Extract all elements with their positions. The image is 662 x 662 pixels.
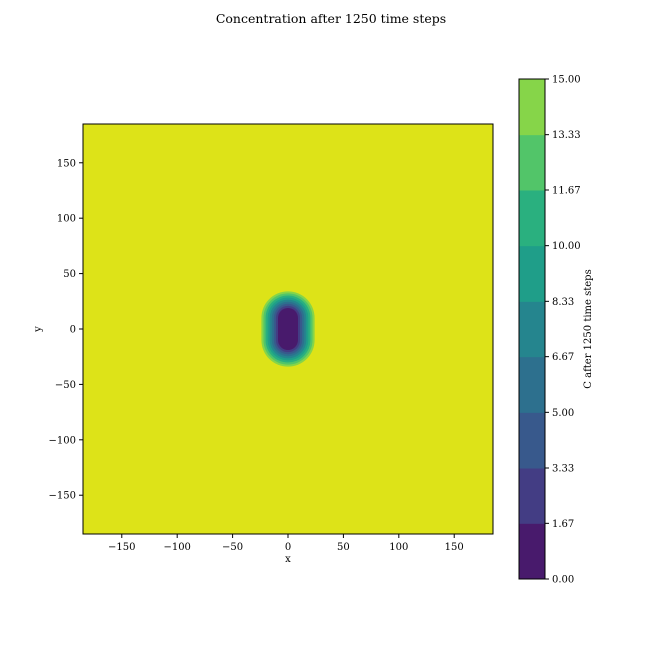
colorbar-segment xyxy=(519,245,545,302)
x-tick-label: 0 xyxy=(285,542,291,553)
colorbar-segment xyxy=(519,523,545,580)
colorbar-tick-label: 13.33 xyxy=(552,130,581,141)
colorbar-tick-label: 3.33 xyxy=(552,464,574,475)
colorbar-tick-label: 15.00 xyxy=(552,75,581,86)
colorbar-label: C after 1250 time steps xyxy=(583,269,594,388)
colorbar-segment xyxy=(519,134,545,191)
y-axis: 150 100 50 0 −50 −100 −150 xyxy=(49,158,83,502)
y-axis-label: y xyxy=(33,326,44,333)
contour-feature xyxy=(261,291,315,367)
x-tick-label: −100 xyxy=(163,542,190,553)
y-tick-label: 0 xyxy=(70,325,76,336)
y-tick-label: 50 xyxy=(63,269,76,280)
x-tick-label: −50 xyxy=(222,542,243,553)
contour-level-0 xyxy=(278,307,298,351)
x-axis: −150 −100 −50 0 50 100 150 xyxy=(108,534,464,553)
colorbar-frame xyxy=(518,78,546,580)
y-tick-label: −50 xyxy=(55,380,76,391)
colorbar-segment xyxy=(519,79,545,136)
y-tick-label: −150 xyxy=(49,491,76,502)
colorbar-tick-label: 0.00 xyxy=(552,575,574,586)
chart-title: Concentration after 1250 time steps xyxy=(216,11,446,26)
colorbar-segment xyxy=(519,468,545,524)
colorbar-tick-label: 1.67 xyxy=(552,519,574,530)
colorbar-tick-label: 11.67 xyxy=(552,186,581,197)
y-tick-label: 150 xyxy=(57,158,76,169)
colorbar-tick-label: 10.00 xyxy=(552,241,581,252)
y-tick-label: 100 xyxy=(57,214,76,225)
x-tick-label: 150 xyxy=(445,542,464,553)
colorbar-tick-label: 5.00 xyxy=(552,408,574,419)
colorbar: 0.00 1.67 3.33 5.00 6.67 8.33 10.00 11.67 13.33 1… xyxy=(518,75,581,586)
x-tick-label: 100 xyxy=(389,542,408,553)
plot-area xyxy=(82,123,494,535)
colorbar-segment xyxy=(519,301,545,358)
colorbar-segment xyxy=(519,356,545,413)
x-tick-label: −150 xyxy=(108,542,135,553)
x-axis-label: x xyxy=(285,554,291,565)
colorbar-tick-label: 6.67 xyxy=(552,352,574,363)
colorbar-segment xyxy=(519,412,545,469)
colorbar-segment xyxy=(519,190,545,247)
colorbar-tick-label: 8.33 xyxy=(552,297,574,308)
y-tick-label: −100 xyxy=(49,435,76,446)
x-tick-label: 50 xyxy=(337,542,350,553)
